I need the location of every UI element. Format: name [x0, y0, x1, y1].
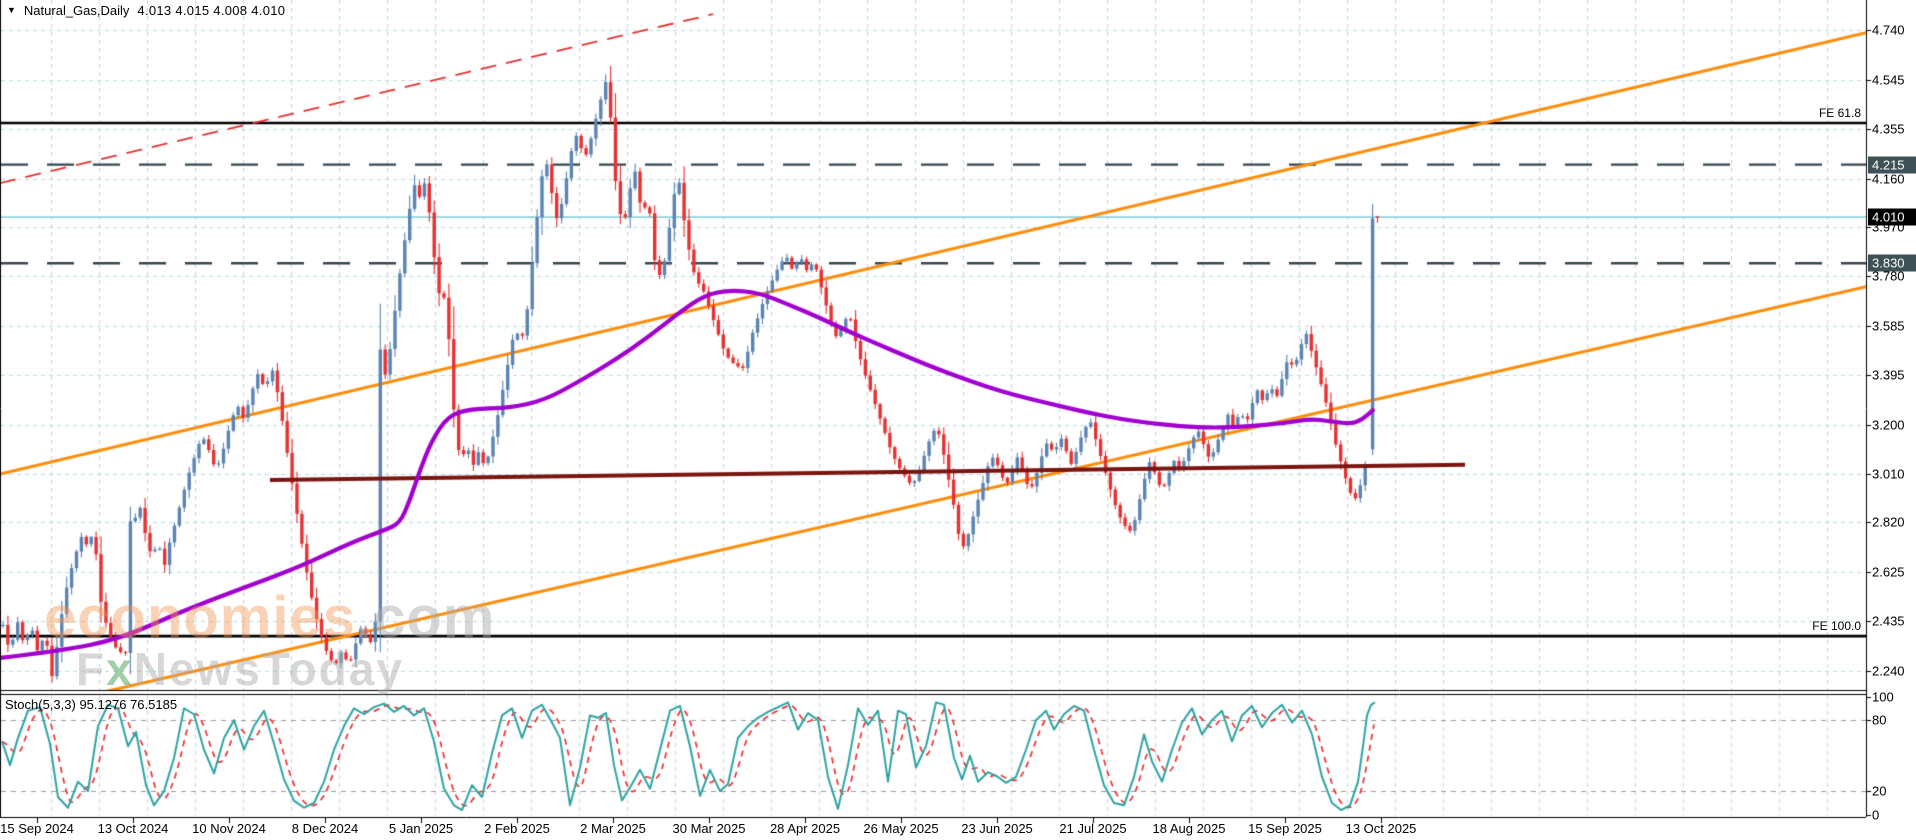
price-tick-label: 4.545 [1872, 72, 1905, 88]
date-label: 8 Dec 2024 [291, 821, 359, 836]
fibonacci-expansion-100-label: FE 100.0 [1812, 619, 1861, 634]
date-label: 13 Oct 2024 [97, 821, 169, 836]
stoch-k-value: 95.1276 [79, 697, 127, 712]
date-label: 28 Apr 2025 [769, 821, 841, 836]
price-tick-label: 4.355 [1872, 121, 1905, 137]
price-tick-label: 3.780 [1872, 268, 1905, 284]
date-label: 13 Oct 2025 [1345, 821, 1417, 836]
stoch-scale-label: 80 [1872, 712, 1887, 728]
price-tick-label: 3.395 [1872, 367, 1905, 383]
chart-title: ▼ Natural_Gas,Daily 4.013 4.015 4.008 4.… [7, 3, 285, 18]
date-label: 26 May 2025 [863, 821, 939, 836]
price-tick-label: 4.160 [1872, 171, 1905, 187]
price-tick-label: 2.240 [1872, 663, 1905, 679]
price-tick-label: 4.740 [1872, 22, 1905, 38]
symbol-period-label: Natural_Gas,Daily [23, 3, 130, 18]
stoch-d-value: 76.5185 [130, 697, 178, 712]
stoch-scale-label: 20 [1872, 783, 1887, 799]
stoch-scale-label: 0 [1872, 807, 1880, 823]
date-label: 15 Sep 2024 [0, 821, 74, 836]
price-tick-label: 2.820 [1872, 514, 1905, 530]
time-axis[interactable]: 15 Sep 2024 13 Oct 2024 10 Nov 2024 8 Dec 2… [0, 818, 1866, 840]
symbol-dropdown-icon[interactable]: ▼ [7, 5, 16, 15]
fibonacci-expansion-61-8-label: FE 61.8 [1818, 106, 1861, 121]
price-tag-4.010: 4.010 [1868, 208, 1916, 226]
date-label: 2 Mar 2025 [580, 821, 646, 836]
price-axis[interactable]: 4.740 4.545 4.355 4.160 3.970 3.780 3.585 3.395… [1867, 0, 1916, 822]
date-label: 18 Aug 2025 [1152, 821, 1226, 836]
date-label: 21 Jul 2025 [1059, 821, 1127, 836]
ohlc-values: 4.013 4.015 4.008 4.010 [137, 3, 286, 18]
price-tick-label: 2.625 [1872, 564, 1905, 580]
date-label: 10 Nov 2024 [192, 821, 266, 836]
date-label: 2 Feb 2025 [484, 821, 550, 836]
date-label: 15 Sep 2025 [1248, 821, 1322, 836]
price-tag-4.215: 4.215 [1868, 156, 1916, 174]
price-tag-3.830: 3.830 [1868, 254, 1916, 272]
price-tick-label: 2.435 [1872, 613, 1905, 629]
stoch-scale-label: 100 [1872, 689, 1894, 704]
date-label: 5 Jan 2025 [388, 821, 454, 836]
price-tick-label: 3.200 [1872, 417, 1905, 433]
date-label: 30 Mar 2025 [672, 821, 746, 836]
price-tick-label: 3.010 [1872, 466, 1905, 482]
date-label: 23 Jun 2025 [961, 821, 1033, 836]
price-tick-label: 3.585 [1872, 318, 1905, 334]
stochastic-indicator-label: Stoch(5,3,3) 95.1276 76.5185 [5, 697, 178, 712]
